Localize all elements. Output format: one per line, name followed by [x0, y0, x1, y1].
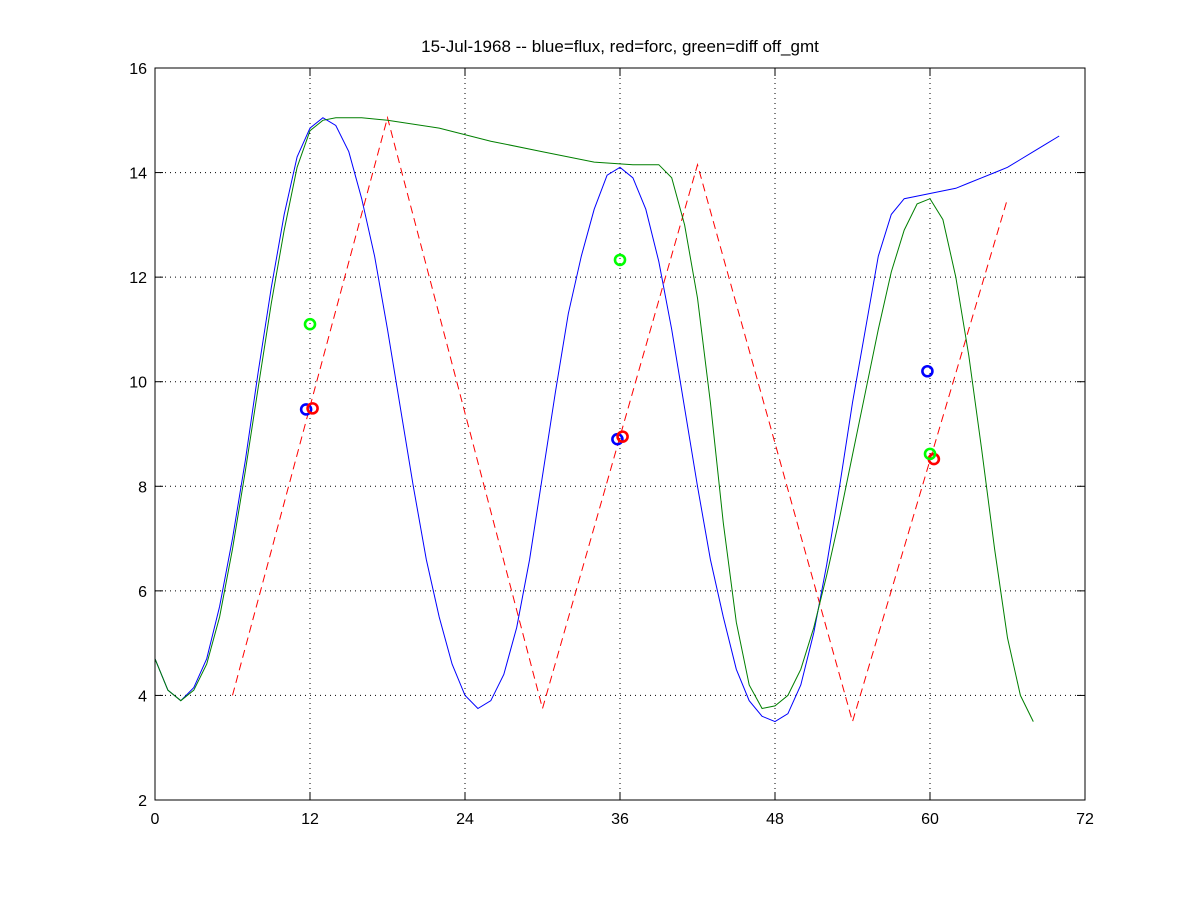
y-tick-label: 12	[129, 270, 147, 287]
circle-marker	[299, 403, 313, 416]
y-tick-label: 4	[138, 688, 147, 705]
forc-series-line	[232, 115, 1008, 724]
circle-marker	[306, 402, 319, 415]
circle-marker	[921, 364, 934, 378]
circle-marker	[303, 317, 317, 331]
x-tick-label: 0	[151, 811, 160, 828]
circle-marker	[923, 447, 937, 461]
y-tick-label: 14	[129, 166, 147, 183]
x-tick-label: 48	[766, 811, 784, 828]
flux-series-line	[154, 117, 1060, 723]
x-tick-label: 60	[921, 811, 939, 828]
marker-layer	[299, 253, 941, 466]
circle-marker	[613, 253, 627, 267]
y-tick-label: 10	[129, 375, 147, 392]
chart-title: 15-Jul-1968 -- blue=flux, red=forc, gree…	[421, 37, 819, 56]
series-layer	[154, 115, 1060, 724]
y-tick-label: 6	[138, 584, 147, 601]
x-tick-label: 24	[456, 811, 474, 828]
x-tick-label: 72	[1076, 811, 1094, 828]
circle-marker	[616, 430, 629, 443]
x-tick-label: 36	[611, 811, 629, 828]
diff-series-line	[154, 117, 1034, 722]
y-tick-label: 2	[138, 793, 147, 810]
x-tick-label: 12	[301, 811, 319, 828]
y-tick-label: 8	[138, 479, 147, 496]
y-tick-label: 16	[129, 61, 147, 78]
grid-lines	[155, 68, 1085, 800]
